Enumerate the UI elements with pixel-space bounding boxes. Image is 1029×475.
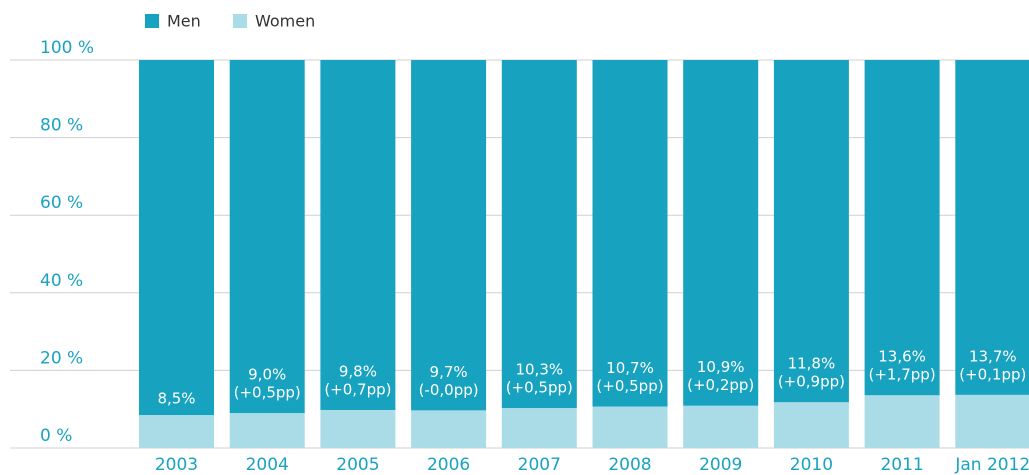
y-tick-label: 60 %: [40, 193, 83, 213]
x-tick-label: 2006: [427, 455, 470, 475]
change-label: (+0,9pp): [778, 373, 845, 391]
x-tick-label: 2005: [336, 455, 379, 475]
bar-segment: [592, 60, 668, 407]
value-label: 10,9%: [697, 358, 745, 376]
value-label: 11,8%: [788, 355, 836, 373]
bar-segment: [773, 60, 849, 403]
x-tick-label: Jan 2012: [954, 455, 1029, 475]
x-tick-label: 2007: [518, 455, 561, 475]
change-label: (-0,0pp): [419, 381, 479, 399]
y-tick-label: 20 %: [40, 348, 83, 368]
x-tick-label: 2011: [880, 455, 923, 475]
bar-segment: [139, 415, 214, 448]
y-tick-label: 40 %: [40, 271, 83, 291]
change-label: (+1,7pp): [869, 366, 936, 384]
bar-segment: [773, 402, 849, 448]
y-tick-label: 100 %: [40, 38, 94, 58]
bar-segment: [501, 60, 577, 409]
value-label: 10,7%: [606, 359, 654, 377]
legend-swatch: [145, 14, 159, 28]
value-label: 9,0%: [248, 366, 286, 384]
bar-segment: [864, 60, 940, 396]
x-tick-label: 2010: [790, 455, 833, 475]
change-label: (+0,7pp): [324, 380, 391, 398]
bar-segment: [320, 60, 396, 410]
x-tick-label: 2003: [155, 455, 198, 475]
bar-segment: [955, 394, 1029, 448]
value-label: 8,5%: [157, 390, 195, 408]
bar-segment: [411, 60, 487, 411]
change-label: (+0,5pp): [506, 379, 573, 397]
x-tick-label: 2009: [699, 455, 742, 475]
bar-segment: [683, 405, 759, 448]
legend-label: Women: [255, 12, 315, 31]
change-label: (+0,5pp): [234, 384, 301, 402]
bar-segment: [864, 395, 940, 448]
bar-segment: [501, 408, 577, 448]
bar-segment: [592, 406, 668, 448]
x-tick-label: 2004: [246, 455, 289, 475]
bar-segment: [229, 60, 305, 414]
bar-segment: [411, 410, 487, 448]
x-tick-label: 2008: [608, 455, 651, 475]
bar-segment: [320, 409, 396, 448]
value-label: 10,3%: [515, 361, 563, 379]
change-label: (+0,5pp): [596, 377, 663, 395]
change-label: (+0,2pp): [687, 376, 754, 394]
bar-segment: [955, 60, 1029, 395]
value-label: 9,7%: [430, 363, 468, 381]
bar-segment: [229, 413, 305, 448]
legend-swatch: [233, 14, 247, 28]
value-label: 13,7%: [969, 347, 1017, 365]
y-tick-label: 80 %: [40, 116, 83, 136]
value-label: 13,6%: [878, 348, 926, 366]
change-label: (+0,1pp): [959, 365, 1026, 383]
bar-segment: [683, 60, 759, 406]
bar-segment: [139, 60, 214, 416]
legend-label: Men: [167, 12, 201, 31]
value-label: 9,8%: [339, 362, 377, 380]
y-tick-label: 0 %: [40, 426, 72, 446]
